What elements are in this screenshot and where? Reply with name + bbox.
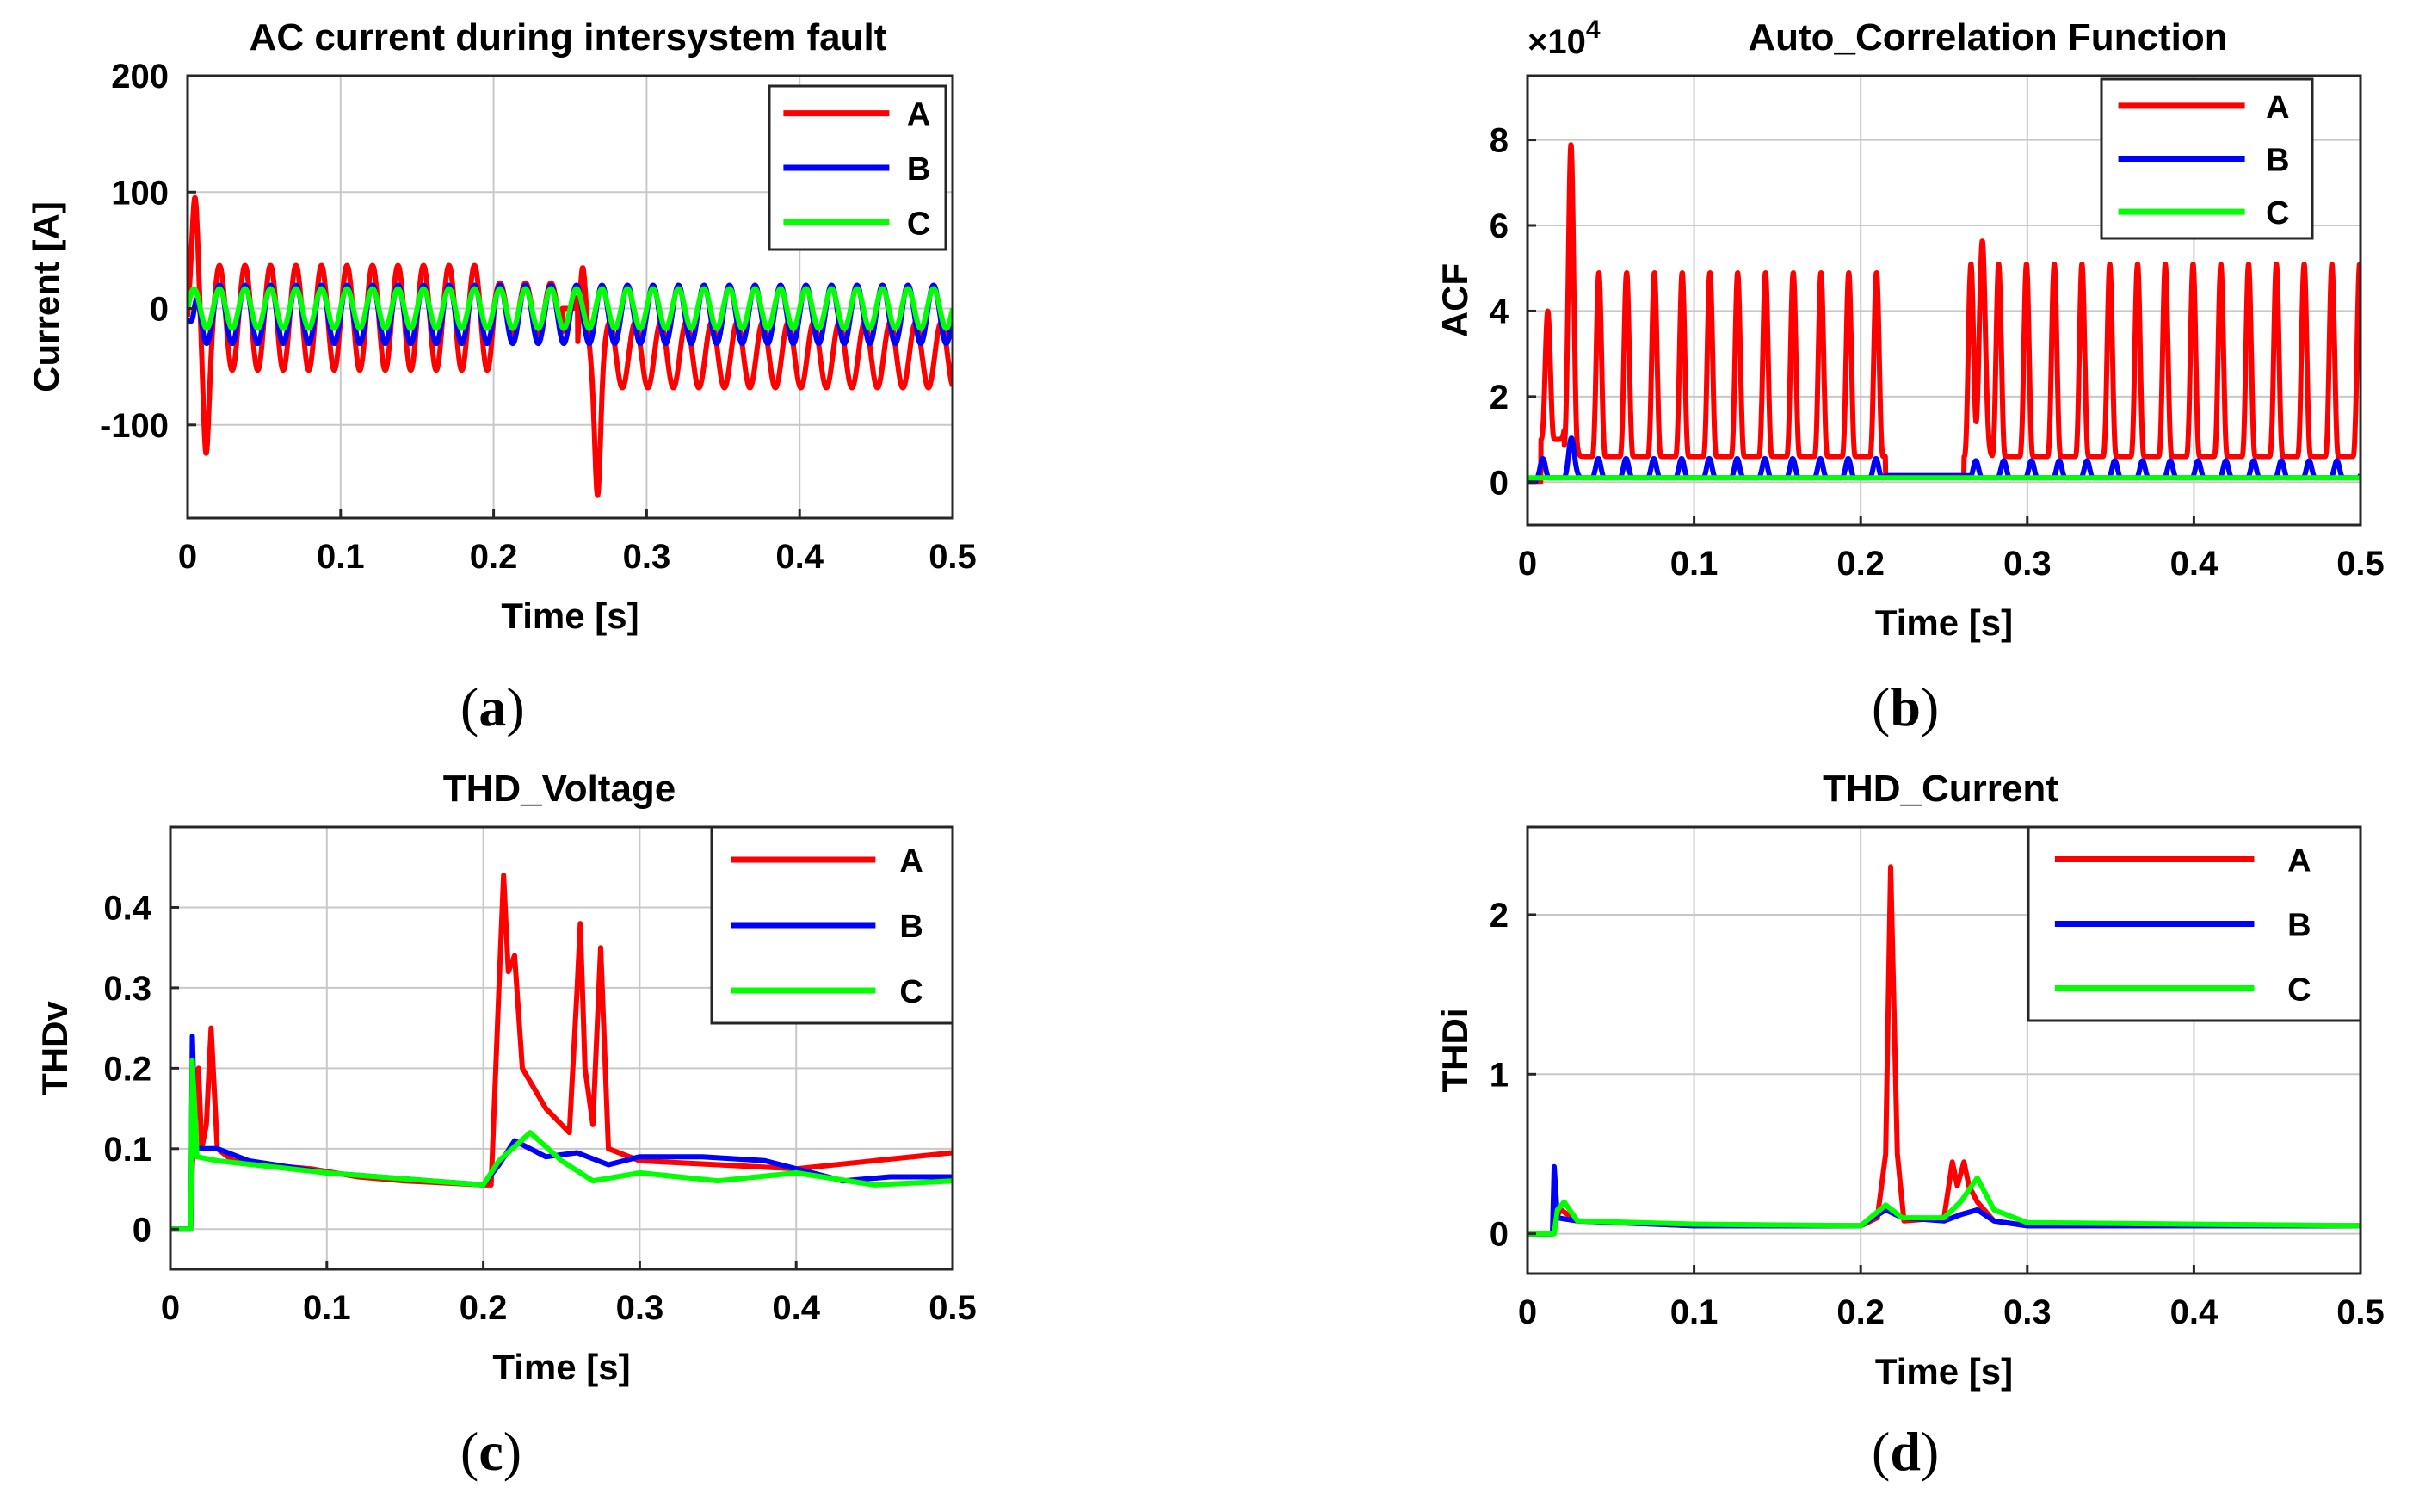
series-line-A <box>1527 864 2361 1237</box>
caption-letter: b <box>1890 676 1921 737</box>
y-tick-label: 6 <box>1490 207 1509 245</box>
y-tick-label: 4 <box>1490 293 1509 330</box>
x-tick-label: 0.5 <box>2336 1293 2385 1331</box>
x-tick-label: 0.4 <box>2170 1293 2219 1331</box>
y-tick-label: 0 <box>150 291 169 329</box>
caption-letter: a <box>478 676 507 737</box>
caption-d: (d) <box>1872 1421 1940 1482</box>
x-tick-label: 0.4 <box>775 538 824 576</box>
x-tick-label: 0.3 <box>2003 545 2052 583</box>
y-tick-label: 0.3 <box>103 970 151 1008</box>
x-axis-label: Time [s] <box>1875 1351 2013 1392</box>
caption-a: (a) <box>460 676 525 737</box>
y-tick-label: 2 <box>1490 897 1509 935</box>
y-tick-label: 0 <box>1490 1216 1509 1254</box>
chart-panel-2: 0 0.1 0.2 0.3 0.4 0.5 0 2 4 6 8 Auto_Correlation Fu… <box>1435 15 2385 643</box>
y-tick-label: 200 <box>111 58 169 96</box>
legend-label-B: B <box>2287 908 2311 944</box>
x-tick-label: 0 <box>1518 1293 1537 1331</box>
series-group <box>188 194 953 498</box>
series-line-A <box>170 873 953 1232</box>
legend: ABC <box>2027 825 2362 1022</box>
chart-panel-4: 0 0.1 0.2 0.3 0.4 0.5 0 1 2 THD_Current Time [s] TH… <box>1435 768 2385 1392</box>
x-tick-label: 0.1 <box>1670 1293 1719 1331</box>
axes-frame <box>1526 74 2362 527</box>
x-tick-label: 0.5 <box>2336 545 2385 583</box>
y-tick-label: 1 <box>1490 1056 1509 1094</box>
x-tick-label: 0.4 <box>772 1289 820 1327</box>
caption-b: (b) <box>1872 676 1940 737</box>
legend: ABC <box>710 825 954 1025</box>
x-tick-label: 0.2 <box>1836 1293 1885 1331</box>
y-tick-label: -100 <box>100 407 169 445</box>
series-line-B <box>1527 1163 2361 1237</box>
legend-label-B: B <box>899 909 923 945</box>
x-tick-label: 0.3 <box>623 538 671 576</box>
legend-label-A: A <box>2266 89 2289 126</box>
legend-label-C: C <box>2266 195 2289 231</box>
x-axis-label: Time [s] <box>492 1347 630 1387</box>
chart-title: AC current during intersystem fault <box>250 16 887 59</box>
x-tick-label: 0.2 <box>460 1289 508 1327</box>
legend: ABC <box>768 84 947 251</box>
series-group <box>1527 142 2361 485</box>
x-tick-label: 0.5 <box>929 538 977 576</box>
y-tick-label: 0.2 <box>103 1050 151 1088</box>
x-tick-label: 0 <box>178 538 197 576</box>
y-tick-label: 100 <box>111 174 169 212</box>
legend-label-A: A <box>907 97 930 133</box>
y-axis-label: THDv <box>34 1001 75 1095</box>
y-axis-label: THDi <box>1435 1009 1475 1093</box>
chart-panel-1: 0 0.1 0.2 0.3 0.4 0.5 -100 0 100 200 AC current du… <box>26 16 977 636</box>
x-tick-label: 0.3 <box>616 1289 664 1327</box>
axes-frame <box>1526 825 2362 1275</box>
axes-frame <box>169 825 954 1271</box>
legend-label-A: A <box>899 843 923 879</box>
legend: ABC <box>2100 77 2314 240</box>
series-group <box>1527 864 2361 1237</box>
caption-c: (c) <box>460 1421 522 1482</box>
series-line-C <box>170 1058 953 1232</box>
chart-title: THD_Current <box>1823 768 2058 810</box>
legend-label-C: C <box>2287 972 2311 1009</box>
y-tick-label: 0 <box>133 1211 151 1249</box>
y-tick-label: 0.1 <box>103 1131 151 1169</box>
caption-letter: d <box>1890 1421 1921 1482</box>
chart-panel-3: 0 0.1 0.2 0.3 0.4 0.5 0 0.1 0.2 0.3 0.4 THD_Voltage… <box>34 768 977 1387</box>
chart-title: Auto_Correlation Function <box>1748 16 2227 59</box>
y-tick-label: 0.4 <box>103 889 151 927</box>
series-group <box>170 873 953 1232</box>
legend-label-A: A <box>2287 843 2311 879</box>
series-line-C <box>188 286 953 331</box>
x-tick-label: 0.5 <box>929 1289 977 1327</box>
x-tick-label: 0 <box>1518 545 1537 583</box>
y-tick-label: 8 <box>1490 122 1509 160</box>
axes-frame <box>186 74 954 520</box>
y-axis-label: ACF <box>1435 263 1475 337</box>
series-line-C <box>1527 1175 2361 1237</box>
x-tick-label: 0.3 <box>2003 1293 2052 1331</box>
chart-title: THD_Voltage <box>443 768 676 810</box>
legend-label-C: C <box>899 974 923 1010</box>
x-tick-label: 0.1 <box>317 538 365 576</box>
y-tick-label: 2 <box>1490 379 1509 417</box>
x-axis-label: Time [s] <box>1875 602 2013 643</box>
y-exponent-label: ×104 <box>1527 15 1601 61</box>
y-axis-label: Current [A] <box>26 201 66 392</box>
x-tick-label: 0.4 <box>2170 545 2219 583</box>
legend-label-B: B <box>2266 143 2289 179</box>
x-tick-label: 0.1 <box>303 1289 351 1327</box>
y-tick-label: 0 <box>1490 464 1509 502</box>
x-tick-label: 0.2 <box>1836 545 1885 583</box>
caption-letter: c <box>478 1421 503 1482</box>
x-axis-label: Time [s] <box>501 596 639 636</box>
x-tick-label: 0.2 <box>470 538 518 576</box>
legend-label-B: B <box>907 151 930 188</box>
x-tick-label: 0.1 <box>1670 545 1719 583</box>
x-tick-label: 0 <box>161 1289 180 1327</box>
legend-label-C: C <box>907 206 930 242</box>
